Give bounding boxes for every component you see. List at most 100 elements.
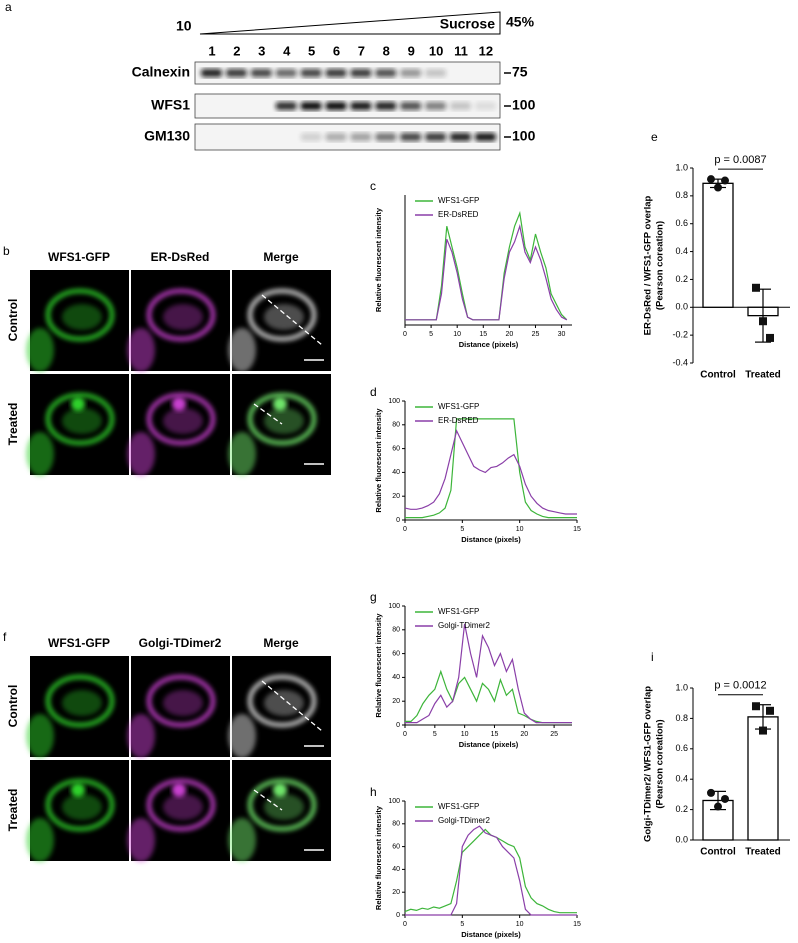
cell-edge	[26, 818, 54, 862]
x-axis-label: Distance (pixels)	[459, 340, 519, 349]
bright-spot	[71, 783, 85, 797]
lane-number: 11	[454, 43, 468, 58]
x-tick-label: 15	[479, 331, 487, 338]
gradient-wedge	[199, 11, 501, 35]
blot-band	[350, 69, 372, 77]
y-axis-label: Relative fluorescent intensity	[374, 613, 383, 718]
y-tick-label: 40	[392, 469, 400, 476]
cell	[45, 674, 115, 728]
blot-row-label: WFS1	[151, 97, 190, 113]
profile-line	[253, 789, 283, 811]
column-header: ER-DsRed	[151, 250, 210, 264]
micrograph	[127, 374, 230, 476]
x-tick-label: 5	[433, 731, 437, 738]
legend-label: WFS1-GFP	[438, 802, 479, 811]
x-tick-label: 0	[403, 921, 407, 928]
micrograph	[26, 374, 129, 476]
x-tick-label: 20	[505, 331, 513, 338]
cell-edge	[228, 714, 256, 758]
cell	[247, 288, 317, 342]
column-header: Merge	[263, 636, 299, 650]
cell	[247, 674, 317, 728]
bar	[747, 716, 779, 841]
cell-edge	[26, 714, 54, 758]
x-tick-label: 10	[516, 921, 524, 928]
data-point	[766, 333, 774, 342]
blot-band	[275, 102, 297, 110]
blot-band	[325, 69, 347, 77]
blot-band	[325, 133, 347, 141]
blot-band	[225, 69, 247, 77]
y-tick-label: 20	[392, 698, 400, 705]
blot-band	[425, 69, 447, 77]
y-axis-label: Relative fluorescent intensity	[374, 207, 383, 312]
y-tick-label: 20	[392, 889, 400, 896]
x-tick-label: Treated	[745, 847, 781, 858]
micrograph	[228, 760, 331, 862]
x-tick-label: Treated	[745, 370, 781, 381]
gradient-low: 10	[176, 18, 192, 34]
y-tick-label: 20	[392, 493, 400, 500]
cell-interior	[163, 690, 203, 716]
y-axis-label: Relative fluorescent intensity	[374, 805, 383, 910]
cell-edge	[228, 432, 256, 476]
cell-interior	[264, 690, 304, 716]
cell-interior	[62, 304, 102, 330]
blot-band	[300, 69, 322, 77]
column-header: Golgi-TDimer2	[139, 636, 222, 650]
panel-letter: b	[3, 244, 10, 258]
x-tick-label: 20	[520, 731, 528, 738]
row-label: Treated	[6, 789, 20, 832]
data-line	[405, 223, 568, 321]
y-tick-label: 80	[392, 422, 400, 429]
y-tick-label: 0.0	[675, 834, 688, 844]
lane-number: 3	[258, 43, 265, 58]
blot-band	[350, 133, 372, 141]
blot-band	[450, 133, 471, 141]
data-point	[759, 726, 767, 735]
y-tick-label: 80	[392, 627, 400, 634]
y-tick-label: 100	[388, 603, 400, 610]
lane-number: 9	[408, 43, 415, 58]
cell-interior	[264, 794, 304, 820]
cell-edge	[228, 328, 256, 372]
data-point	[721, 176, 729, 185]
data-line	[405, 623, 572, 724]
lane-number: 6	[333, 43, 340, 58]
blot-band	[400, 69, 422, 77]
x-tick-label: 0	[403, 331, 407, 338]
y-tick-label: 40	[392, 866, 400, 873]
micrograph	[26, 656, 129, 758]
bright-spot	[172, 783, 186, 797]
blot-marker: 75	[512, 64, 528, 80]
blot-band	[325, 102, 347, 110]
x-tick-label: 25	[550, 731, 558, 738]
blot-strip	[194, 93, 501, 119]
data-point	[714, 183, 722, 192]
blot-strip	[194, 61, 501, 85]
cell-interior	[62, 690, 102, 716]
legend-label: ER-DsRED	[438, 210, 479, 219]
lane-number: 4	[283, 43, 291, 58]
y-tick-label: 0.8	[675, 190, 688, 200]
blot-band	[425, 133, 447, 141]
y-tick-label: 40	[392, 674, 400, 681]
data-point	[707, 788, 715, 797]
micrograph	[228, 270, 331, 372]
data-point	[714, 802, 722, 811]
bright-spot	[273, 783, 287, 797]
micrograph	[127, 656, 230, 758]
y-tick-label: 100	[388, 798, 400, 805]
cell	[146, 288, 216, 342]
cell	[146, 778, 216, 832]
y-axis-label: Golgi-TDimer2/ WFS1-GFP overlap	[643, 686, 654, 842]
gradient-label: Sucrose	[440, 16, 495, 32]
data-line	[404, 828, 577, 914]
y-tick-label: 80	[392, 821, 400, 828]
data-point	[752, 283, 760, 292]
blot-marker: 100	[512, 97, 536, 113]
cell-edge	[127, 714, 155, 758]
blot-strip	[194, 123, 501, 151]
y-tick-label: 0.6	[675, 743, 688, 753]
